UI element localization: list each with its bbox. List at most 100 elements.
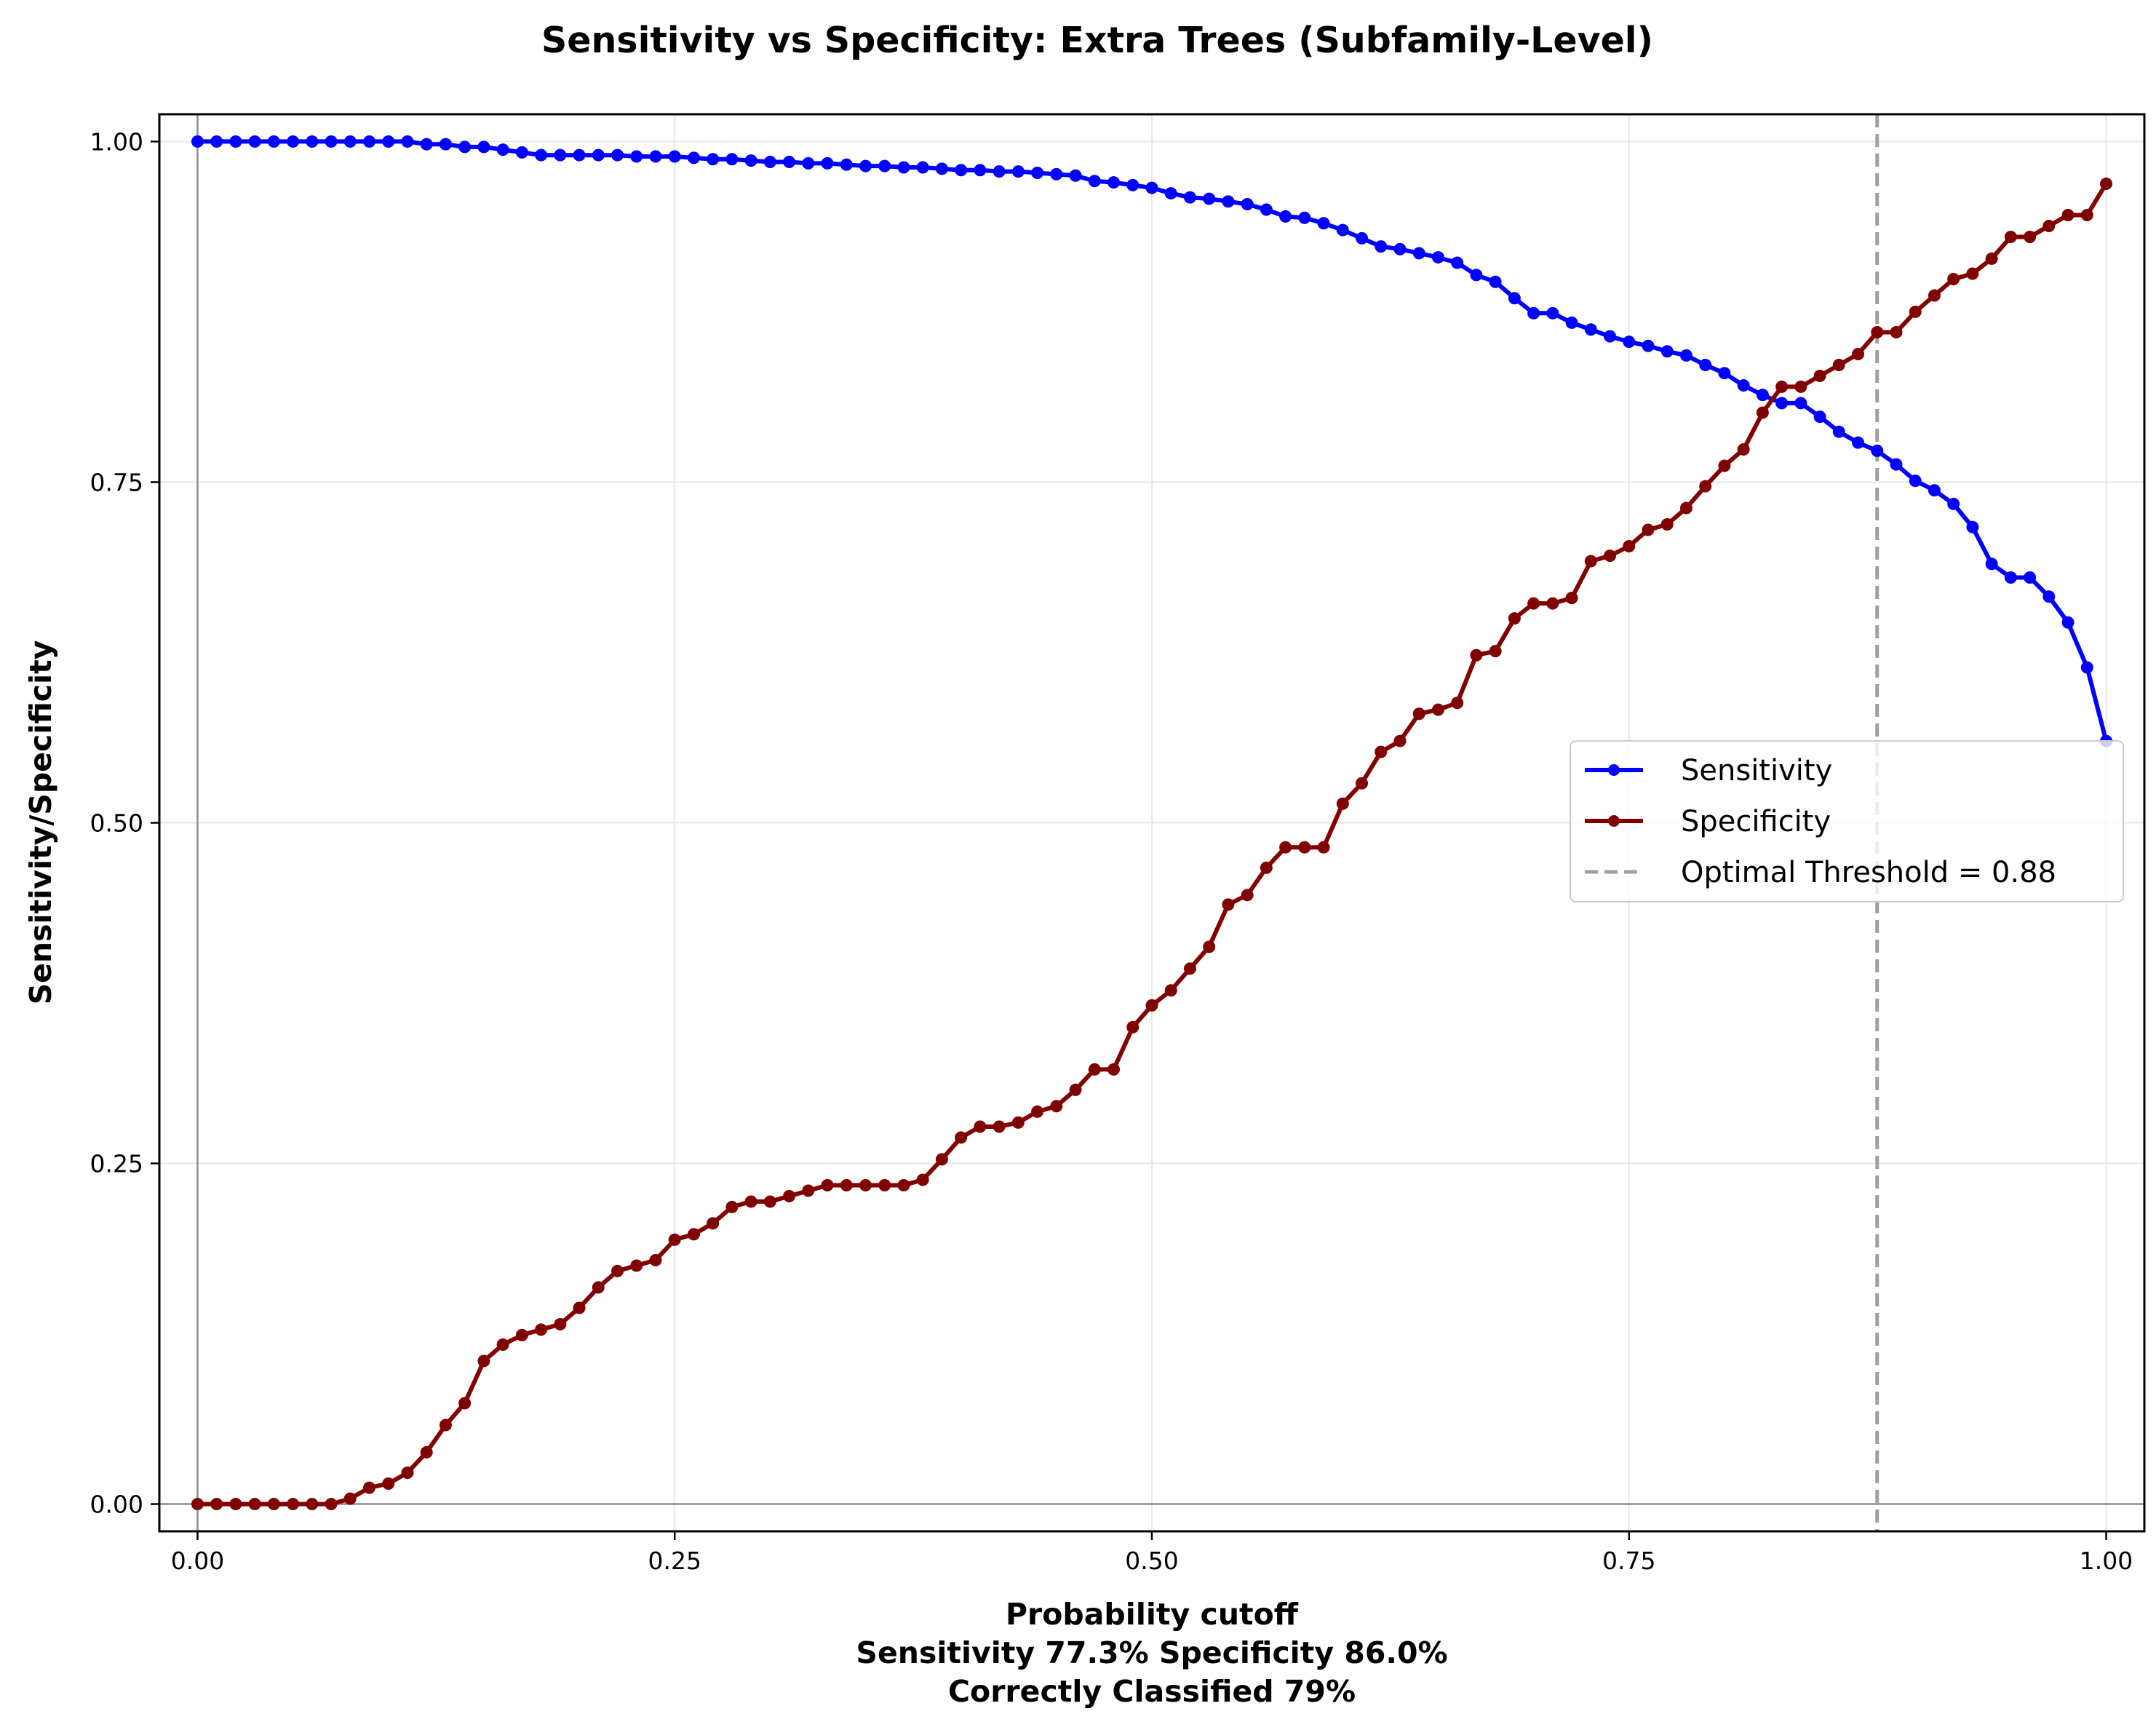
- data-point-sensitivity: [439, 138, 452, 151]
- data-point-specificity: [1431, 703, 1444, 716]
- data-point-specificity: [1260, 861, 1273, 874]
- data-point-sensitivity: [1546, 306, 1559, 320]
- data-point-specificity: [363, 1481, 376, 1494]
- data-point-sensitivity: [229, 135, 242, 148]
- data-point-specificity: [306, 1498, 319, 1511]
- data-point-sensitivity: [1107, 176, 1121, 189]
- data-point-sensitivity: [554, 148, 567, 162]
- data-point-specificity: [1985, 252, 1998, 265]
- data-point-sensitivity: [783, 156, 796, 169]
- data-point-sensitivity: [974, 164, 987, 177]
- data-point-specificity: [1737, 443, 1750, 456]
- data-point-sensitivity: [1985, 558, 1998, 571]
- data-point-specificity: [1527, 597, 1540, 610]
- data-point-sensitivity: [859, 159, 872, 172]
- data-point-sensitivity: [2024, 571, 2037, 584]
- data-point-specificity: [2004, 230, 2017, 243]
- data-point-specificity: [439, 1418, 452, 1432]
- series-markers-sensitivity: [191, 135, 2113, 747]
- data-point-sensitivity: [1183, 191, 1196, 204]
- data-point-sensitivity: [1260, 203, 1273, 216]
- data-point-sensitivity: [878, 159, 891, 172]
- data-point-specificity: [802, 1184, 815, 1197]
- data-point-sensitivity: [1069, 169, 1082, 182]
- data-point-specificity: [1928, 289, 1941, 302]
- data-point-specificity: [1031, 1105, 1044, 1118]
- data-point-sensitivity: [1679, 349, 1692, 362]
- data-point-sensitivity: [763, 156, 776, 169]
- data-point-specificity: [1298, 841, 1311, 854]
- legend-marker-sensitivity: [1608, 764, 1620, 776]
- y-axis-label: Sensitivity/Specificity: [23, 640, 58, 1005]
- data-point-specificity: [859, 1178, 872, 1191]
- data-point-sensitivity: [1775, 397, 1789, 410]
- data-point-specificity: [592, 1281, 605, 1294]
- data-point-specificity: [515, 1328, 528, 1341]
- data-point-specificity: [1642, 523, 1655, 536]
- data-point-sensitivity: [1489, 275, 1502, 288]
- x-tick-label: 0.75: [1602, 1547, 1655, 1575]
- data-point-specificity: [1947, 273, 1960, 286]
- data-point-specificity: [191, 1498, 204, 1511]
- data-point-sensitivity: [611, 148, 624, 162]
- data-point-sensitivity: [1145, 181, 1158, 194]
- data-point-sensitivity: [668, 150, 681, 163]
- x-tick-label: 0.50: [1125, 1547, 1178, 1575]
- data-point-specificity: [1126, 1020, 1139, 1033]
- data-point-sensitivity: [1756, 389, 1769, 402]
- data-point-sensitivity: [1737, 379, 1750, 392]
- x-axis-label-line-3: Correctly Classified 79%: [948, 1674, 1356, 1709]
- data-point-sensitivity: [1890, 458, 1903, 471]
- data-point-specificity: [955, 1131, 968, 1144]
- data-point-specificity: [821, 1178, 834, 1191]
- legend-label-sensitivity: Sensitivity: [1681, 754, 1832, 787]
- data-point-sensitivity: [1813, 410, 1826, 424]
- x-tick-label: 0.25: [648, 1547, 701, 1575]
- data-point-sensitivity: [1660, 345, 1674, 358]
- data-point-specificity: [2080, 209, 2093, 222]
- legend: Sensitivity Specificity Optimal Threshol…: [1570, 740, 2124, 902]
- legend-box: [1570, 740, 2124, 902]
- data-point-specificity: [1356, 777, 1369, 790]
- data-point-specificity: [649, 1253, 662, 1266]
- data-point-sensitivity: [1050, 167, 1063, 180]
- data-point-sensitivity: [477, 140, 490, 154]
- data-point-specificity: [1412, 707, 1425, 721]
- data-point-specificity: [1679, 501, 1692, 515]
- data-point-specificity: [573, 1301, 586, 1314]
- data-point-sensitivity: [1928, 484, 1941, 497]
- x-axis-ticks: 0.00 0.25 0.50 0.75 1.00: [171, 1531, 2133, 1575]
- data-point-specificity: [1279, 841, 1292, 854]
- data-point-sensitivity: [1431, 251, 1444, 264]
- data-point-specificity: [1164, 984, 1177, 997]
- data-point-sensitivity: [1718, 367, 1731, 380]
- data-point-sensitivity: [1794, 397, 1807, 410]
- data-point-sensitivity: [1604, 330, 1617, 343]
- data-point-specificity: [382, 1477, 395, 1490]
- data-point-sensitivity: [191, 135, 204, 148]
- data-point-sensitivity: [382, 135, 395, 148]
- data-point-specificity: [1336, 797, 1349, 810]
- data-point-sensitivity: [1832, 425, 1845, 438]
- data-point-sensitivity: [1584, 323, 1597, 336]
- data-point-specificity: [1565, 592, 1578, 605]
- data-point-sensitivity: [267, 135, 280, 148]
- data-point-sensitivity: [1393, 242, 1407, 255]
- data-point-specificity: [401, 1466, 414, 1479]
- data-point-sensitivity: [515, 146, 528, 159]
- data-point-sensitivity: [1011, 165, 1025, 178]
- data-point-sensitivity: [1375, 240, 1388, 253]
- data-point-specificity: [343, 1492, 357, 1505]
- data-point-specificity: [1107, 1063, 1121, 1076]
- x-axis-label: Probability cutoff: [1006, 1597, 1299, 1632]
- data-point-sensitivity: [458, 140, 472, 154]
- data-point-specificity: [535, 1323, 548, 1336]
- data-point-sensitivity: [2061, 616, 2075, 629]
- data-point-sensitivity: [1699, 358, 1712, 371]
- data-point-sensitivity: [420, 138, 433, 151]
- data-point-specificity: [668, 1233, 681, 1246]
- y-tick-label: 0.25: [90, 1150, 143, 1178]
- data-point-specificity: [420, 1445, 433, 1459]
- data-point-specificity: [229, 1498, 242, 1511]
- data-point-specificity: [1011, 1116, 1025, 1129]
